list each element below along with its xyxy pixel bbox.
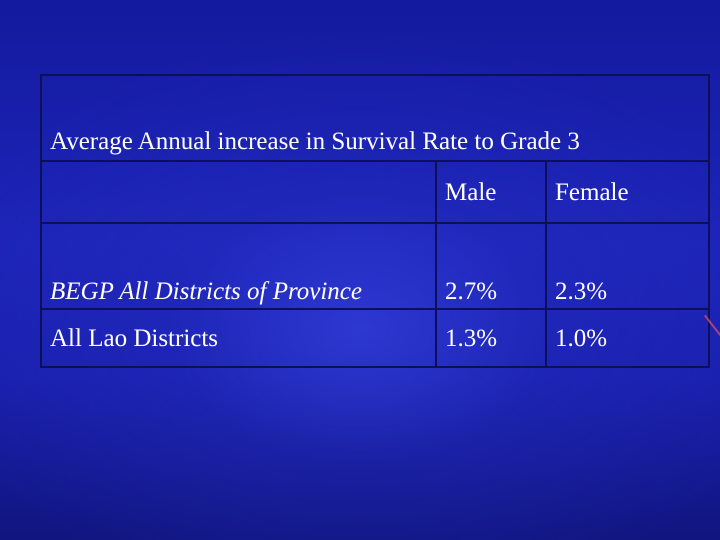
table-row: BEGP All Districts of Province 2.7% 2.3% [40, 222, 711, 310]
header-male: Male [435, 160, 547, 224]
row-label-all-lao: All Lao Districts [40, 308, 437, 368]
header-empty-cell [40, 160, 437, 224]
row-begp-male: 2.7% [435, 222, 547, 310]
table-header-row: Male Female [40, 160, 711, 224]
row-all-lao-female: 1.0% [544, 308, 711, 368]
row-label-begp: BEGP All Districts of Province [40, 222, 437, 310]
survival-rate-table: Average Annual increase in Survival Rate… [39, 74, 711, 368]
header-female: Female [544, 160, 711, 224]
row-begp-female: 2.3% [544, 222, 711, 310]
row-all-lao-male: 1.3% [435, 308, 547, 368]
table-row: All Lao Districts 1.3% 1.0% [40, 308, 711, 368]
table-title: Average Annual increase in Survival Rate… [39, 74, 711, 162]
table-title-row: Average Annual increase in Survival Rate… [39, 74, 711, 162]
